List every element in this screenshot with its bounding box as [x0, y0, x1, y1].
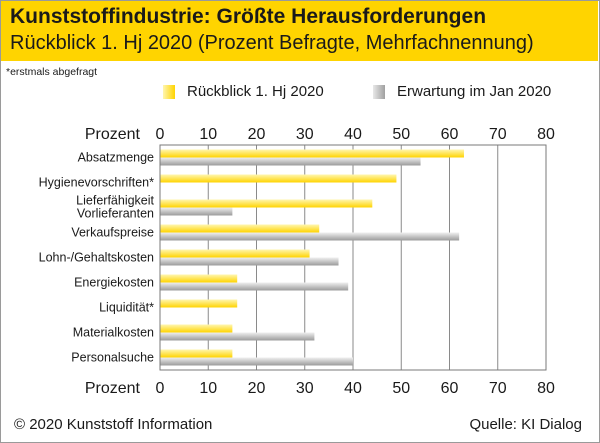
tick-label-top-1: 10 [199, 126, 217, 143]
bar-series1-0 [160, 149, 464, 158]
tick-label-top-0: 0 [156, 126, 165, 143]
tick-label-top-4: 40 [344, 126, 362, 143]
bar-series1-3 [160, 224, 320, 233]
category-labels: Absatzmenge Hygienevorschriften* Lieferfäh… [39, 151, 155, 365]
category-label-5: Energiekosten [74, 276, 154, 290]
category-label-0: Absatzmenge [78, 151, 154, 165]
tick-label-bottom-1: 10 [199, 380, 217, 397]
tick-label-bottom-7: 70 [489, 380, 507, 397]
legend-label-series-2: Erwartung im Jan 2020 [397, 83, 552, 100]
category-label-2: Lieferfähigkeit Vorlieferanten [76, 194, 154, 221]
category-label-6: Liquidität* [99, 301, 154, 315]
bar-series2-2 [160, 207, 233, 216]
bar-series1-1 [160, 174, 397, 183]
tick-label-top-7: 70 [489, 126, 507, 143]
chart-subtitle: Rückblick 1. Hj 2020 (Prozent Befragte, … [10, 32, 534, 54]
tick-label-top-2: 20 [248, 126, 266, 143]
legend-swatch-grey [373, 85, 385, 99]
bar-series1-8 [160, 349, 233, 358]
axis-ticks: Prozent 0 10 20 30 40 50 60 70 80 Prozent 0 10 20 30 40… [85, 126, 555, 397]
tick-label-bottom-3: 30 [296, 380, 314, 397]
legend-label-series-1: Rückblick 1. Hj 2020 [187, 83, 324, 100]
bar-series1-7 [160, 324, 233, 333]
bar-series2-8 [160, 357, 353, 366]
bar-series1-6 [160, 299, 238, 308]
bar-series1-5 [160, 274, 238, 283]
bar-series2-5 [160, 282, 349, 291]
bar-series2-4 [160, 257, 339, 266]
axis-unit-label-top: Prozent [85, 126, 141, 143]
bars [160, 149, 464, 366]
axis-unit-label-bottom: Prozent [85, 380, 141, 397]
plot-area-border [159, 144, 547, 371]
tick-label-top-6: 60 [441, 126, 459, 143]
category-label-7: Materialkosten [73, 326, 154, 340]
bar-series2-0 [160, 157, 421, 166]
tick-label-bottom-6: 60 [441, 380, 459, 397]
category-label-4: Lohn-/Gehaltskosten [39, 251, 154, 265]
tick-label-top-8: 80 [537, 126, 555, 143]
category-label-3: Verkaufspreise [71, 226, 154, 240]
tick-label-top-3: 30 [296, 126, 314, 143]
tick-label-bottom-0: 0 [156, 380, 165, 397]
category-label-1: Hygienevorschriften* [39, 176, 154, 190]
tick-label-bottom-8: 80 [537, 380, 555, 397]
tick-label-bottom-4: 40 [344, 380, 362, 397]
tick-label-bottom-5: 50 [392, 380, 410, 397]
category-label-8: Personalsuche [71, 351, 154, 365]
bar-series1-2 [160, 199, 373, 208]
chart-title: Kunststoffindustrie: Größte Herausforder… [10, 5, 487, 28]
bar-series2-7 [160, 332, 315, 341]
legend-swatch-yellow [163, 85, 175, 99]
footnote: *erstmals abgefragt [6, 66, 98, 78]
bar-series1-4 [160, 249, 310, 258]
header-bar: Kunststoffindustrie: Größte Herausforder… [1, 1, 598, 61]
tick-label-top-5: 50 [392, 126, 410, 143]
source-text: Quelle: KI Dialog [469, 416, 582, 433]
tick-label-bottom-2: 20 [248, 380, 266, 397]
bar-series2-3 [160, 232, 460, 241]
copyright-text: © 2020 Kunststoff Information [14, 416, 213, 433]
